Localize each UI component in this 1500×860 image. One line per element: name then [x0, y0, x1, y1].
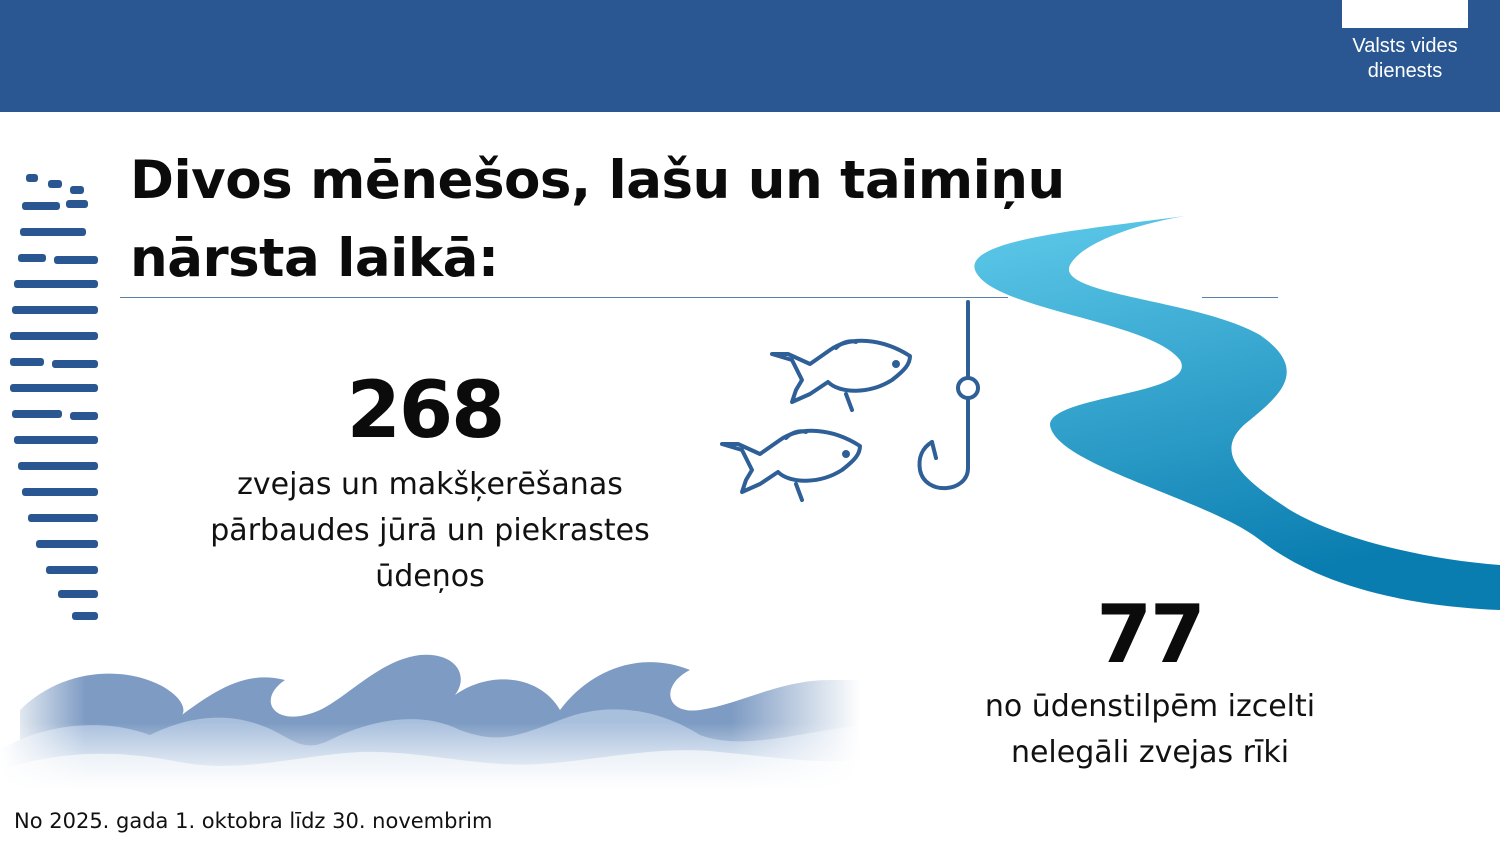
title-line-2: nārsta laikā: [130, 228, 499, 289]
title-line-1: Divos mēnešos, lašu un taimiņu [130, 150, 1065, 211]
brand-line-1: Valsts vides [1352, 35, 1458, 57]
stat-illegal-gear-description: no ūdenstilpēm izcelti nelegāli zvejas r… [930, 684, 1370, 776]
fish-and-hook-illustration [720, 300, 980, 502]
stat-illegal-gear-line: nelegāli zvejas rīki [1010, 735, 1290, 770]
title-divider [120, 297, 1008, 298]
logo-mark [1342, 0, 1468, 28]
brand-name: Valsts vides dienests [1330, 34, 1480, 84]
fishing-hook-icon [917, 300, 980, 491]
title-divider-right [1202, 297, 1278, 298]
stat-inspections-line: zvejas un makšķerēšanas [237, 467, 623, 502]
sea-waves-icon [0, 640, 860, 790]
page-title: Divos mēnešos, lašu un taimiņu nārsta la… [130, 142, 1110, 298]
stripe-pattern-icon [10, 174, 98, 620]
stat-illegal-gear-line: no ūdenstilpēm izcelti [984, 689, 1316, 724]
stat-illegal-gear-value: 77 [1096, 588, 1205, 681]
stat-inspections-line: pārbaudes jūrā un piekrastes [210, 513, 650, 548]
header-bar [0, 0, 1500, 112]
river-icon [974, 216, 1500, 610]
stat-inspections-description: zvejas un makšķerēšanas pārbaudes jūrā u… [140, 462, 720, 600]
fish-icon [720, 428, 862, 502]
fish-icon [770, 338, 912, 412]
brand-line-2: dienests [1367, 60, 1443, 82]
date-range-footnote: No 2025. gada 1. oktobra līdz 30. novemb… [14, 809, 493, 833]
stat-inspections-value: 268 [346, 366, 506, 456]
stat-inspections-line: ūdeņos [375, 559, 485, 594]
